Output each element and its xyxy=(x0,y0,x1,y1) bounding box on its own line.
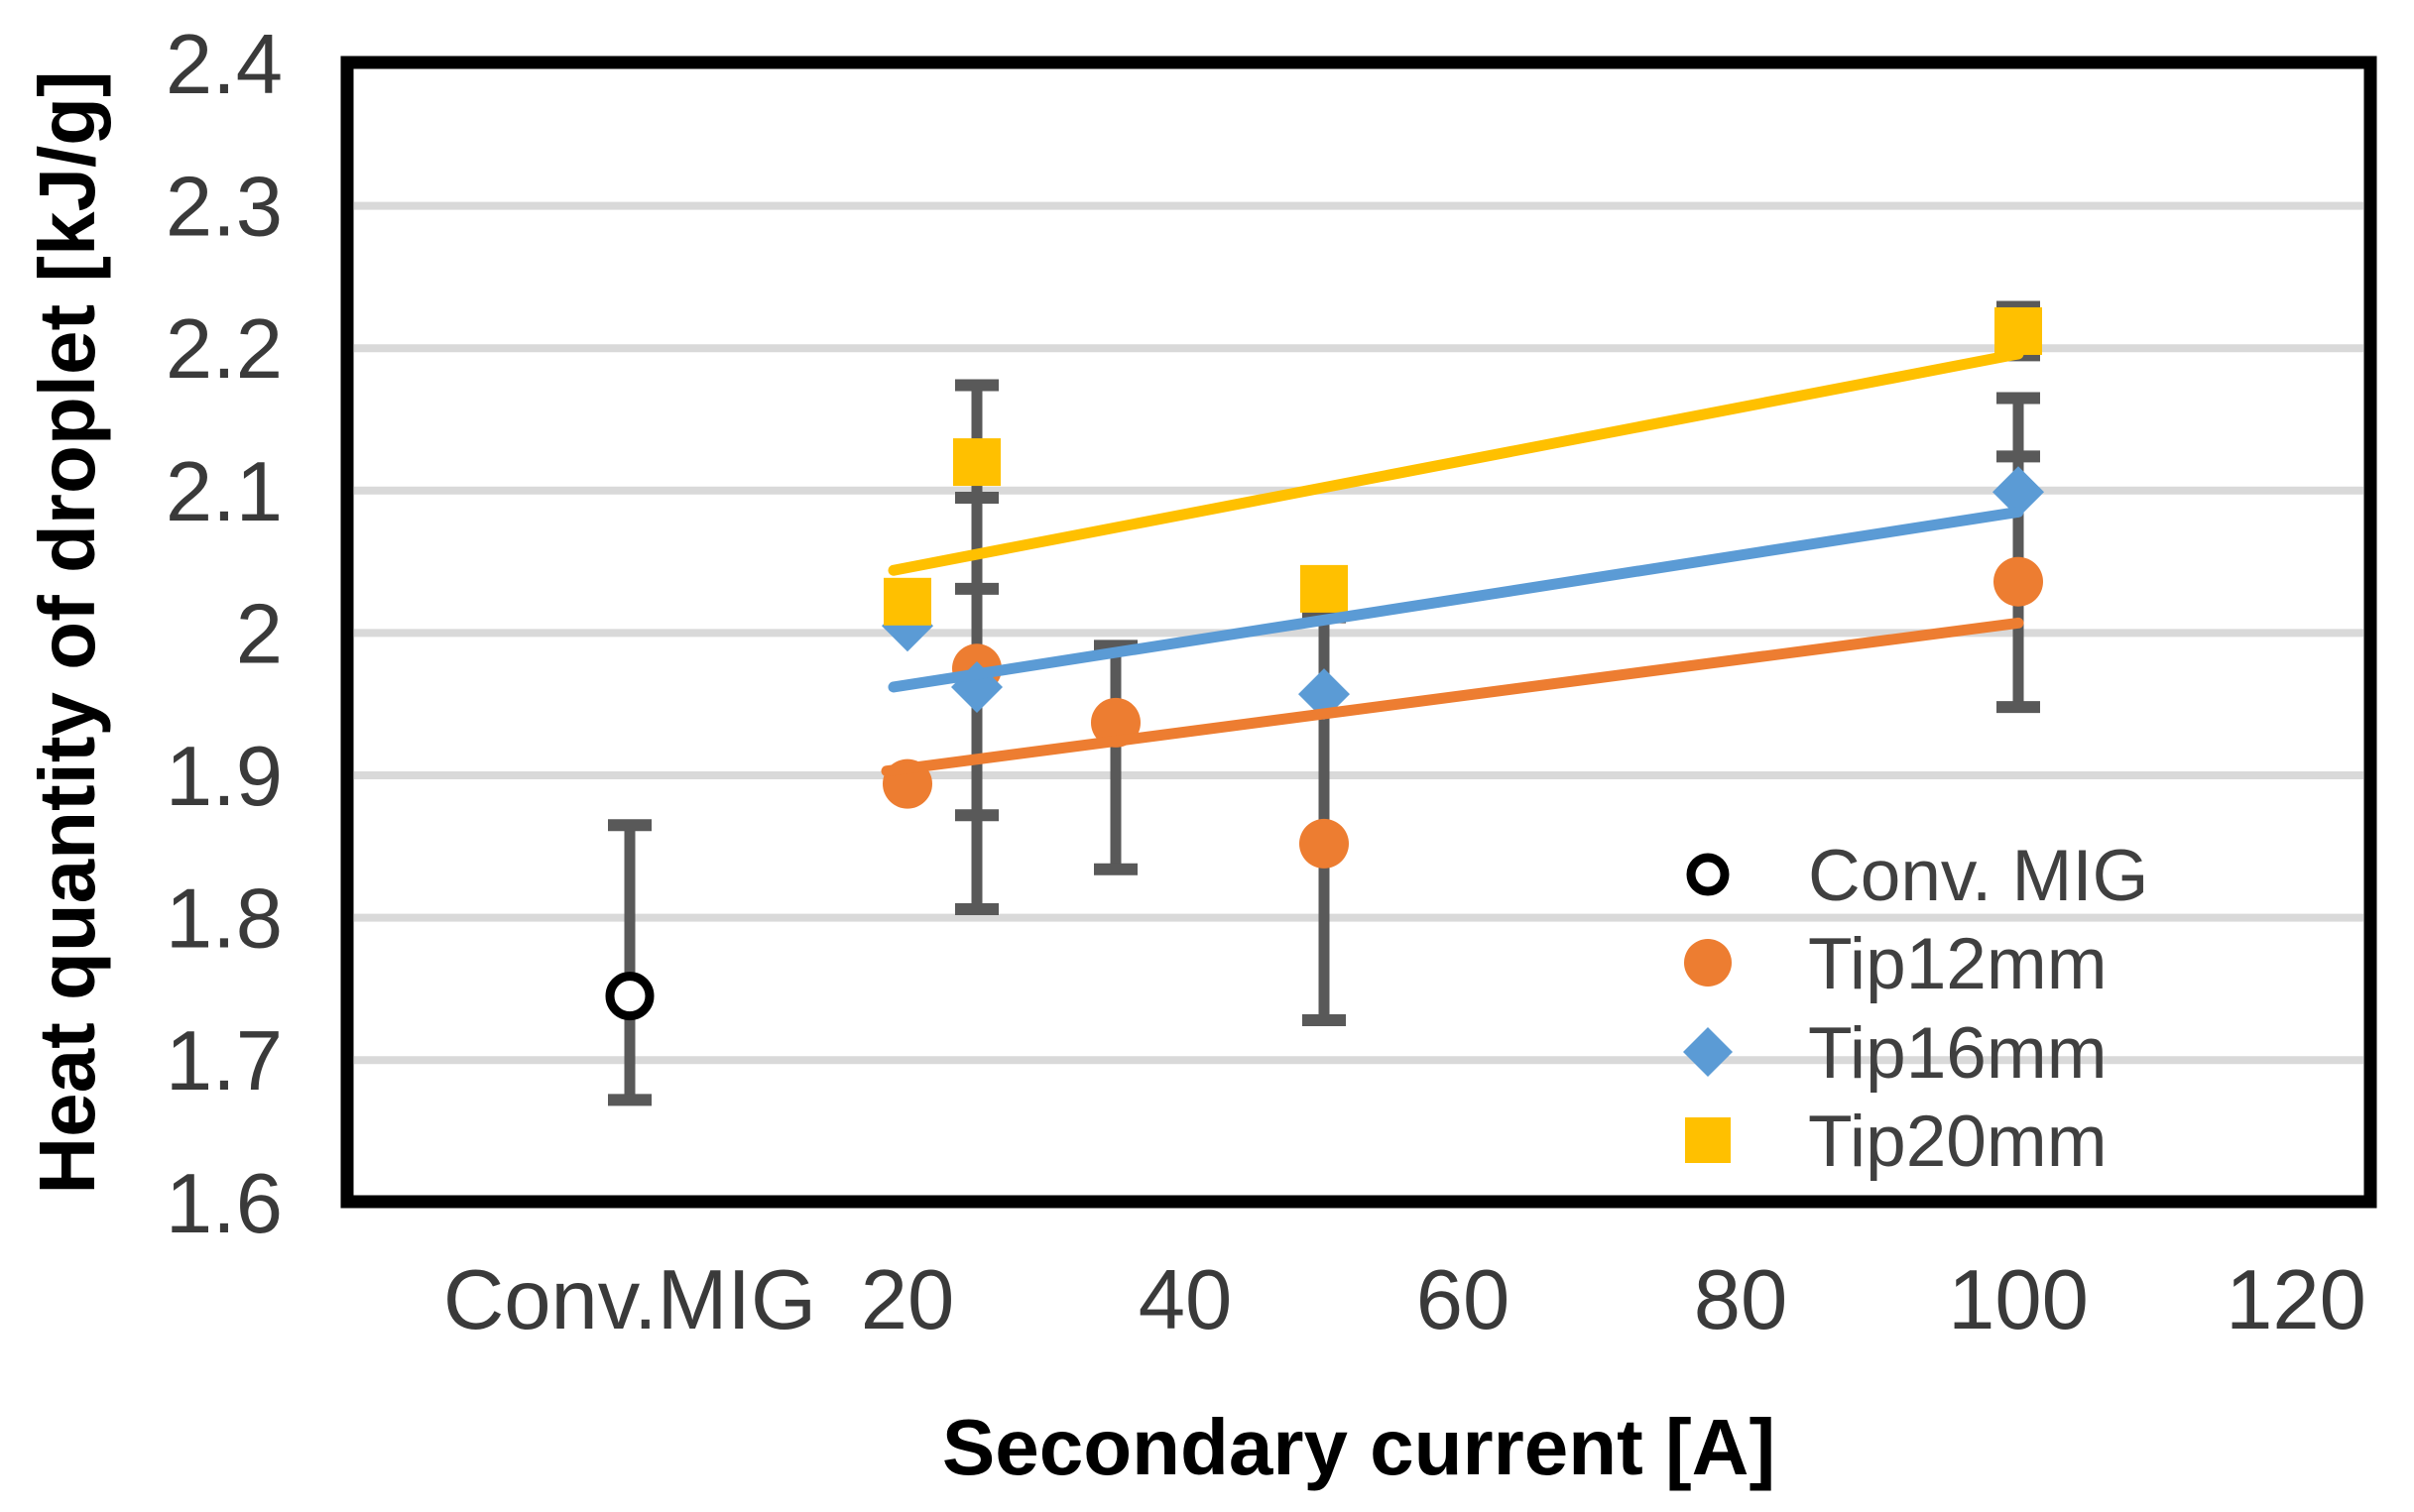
plot-border xyxy=(340,56,2377,1209)
legend-label: Tip20mm xyxy=(1808,1102,2108,1182)
legend-item-tip12mm: Tip12mm xyxy=(1684,924,2108,1004)
x-tick-label: 100 xyxy=(1948,1253,2089,1347)
legend-circle-icon xyxy=(1684,939,1732,987)
legend-diamond-icon xyxy=(1683,1027,1733,1077)
legend-item-tip16mm: Tip16mm xyxy=(1683,1013,2108,1094)
legend-square-icon xyxy=(1685,1117,1731,1163)
data-point-tip20mm xyxy=(1300,564,1348,613)
legend-item-tip20mm: Tip20mm xyxy=(1685,1102,2108,1182)
x-tick-label: 40 xyxy=(1139,1253,1233,1347)
y-tick-label: 2 xyxy=(236,587,283,681)
y-tick-label: 2.1 xyxy=(166,445,283,539)
y-tick-label: 2.4 xyxy=(166,18,283,112)
error-bar xyxy=(1094,640,1138,875)
trendlines xyxy=(881,348,2024,777)
gridlines xyxy=(354,201,2363,1065)
legend-label: Conv. MIG xyxy=(1808,836,2148,916)
x-tick-label: 60 xyxy=(1416,1253,1510,1347)
data-point-tip12mm xyxy=(1993,556,2043,607)
y-tick-label: 1.9 xyxy=(166,730,283,824)
legend-label: Tip16mm xyxy=(1808,1013,2108,1094)
legend-item-conv-mig: Conv. MIG xyxy=(1686,836,2148,916)
x-axis-tick-labels: Conv.MIG 20 40 60 80 100 120 xyxy=(443,1253,2366,1347)
y-tick-label: 2.2 xyxy=(166,302,283,397)
trendline-tip12mm xyxy=(881,617,2024,777)
y-axis-tick-labels: 2.4 2.3 2.2 2.1 2 1.9 1.8 1.7 1.6 xyxy=(166,18,283,1251)
trendline-tip16mm xyxy=(888,506,2024,693)
y-tick-label: 1.6 xyxy=(166,1157,283,1251)
x-tick-label: 80 xyxy=(1694,1253,1788,1347)
legend-open-circle-icon xyxy=(1686,853,1730,896)
data-point-tip20mm xyxy=(1994,306,2042,355)
y-tick-label: 1.8 xyxy=(166,872,283,967)
y-axis-title: Heat quantity of droplet [kJ/g] xyxy=(23,70,111,1194)
y-tick-label: 2.3 xyxy=(166,161,283,255)
data-point-tip12mm xyxy=(1299,818,1349,869)
data-point-tip16mm xyxy=(1992,466,2044,519)
trendline-tip20mm xyxy=(888,348,2024,576)
data-point-conv-mig xyxy=(605,972,655,1021)
x-tick-label: Conv.MIG xyxy=(443,1253,816,1347)
x-axis-title: Secondary current [A] xyxy=(942,1403,1775,1491)
x-tick-label: 20 xyxy=(861,1253,955,1347)
x-tick-label: 120 xyxy=(2226,1253,2366,1347)
data-point-tip20mm xyxy=(953,438,1001,487)
y-tick-label: 1.7 xyxy=(166,1014,283,1108)
error-bar xyxy=(608,819,652,1106)
data-point-tip20mm xyxy=(884,577,931,626)
legend-label: Tip12mm xyxy=(1808,924,2108,1004)
